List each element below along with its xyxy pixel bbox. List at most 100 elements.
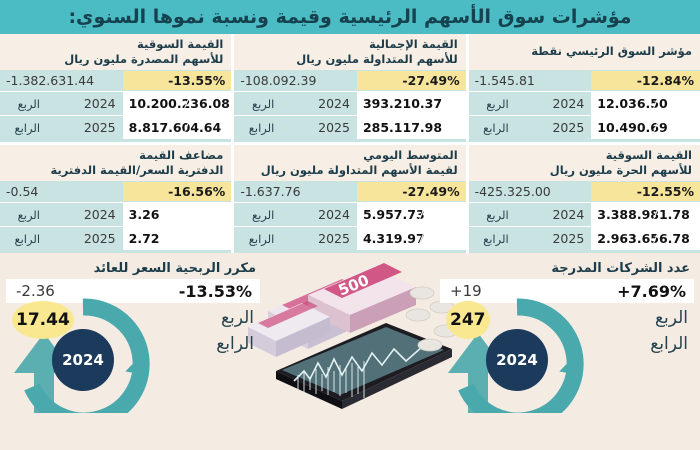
row-period: الرابع xyxy=(14,231,41,246)
card-rows: -12.84% -1.545.81 12.036.50 2024 الربع 1… xyxy=(468,70,700,142)
banknote-stack-500: 500 xyxy=(308,263,416,333)
bottom-change-percent: -13.53% xyxy=(178,281,252,301)
row-period: الرابع xyxy=(248,120,275,135)
table-row: 10.490.69 2025 الرابع xyxy=(468,115,700,139)
bottom-stat-title: عدد الشركات المدرجة xyxy=(551,261,690,276)
change-absolute: -1.382.631.44 xyxy=(6,73,95,88)
bottom-change-row: -13.53% -2.36 xyxy=(6,279,260,303)
row-year: 2024 xyxy=(318,96,350,111)
row-value: 2.72 xyxy=(122,227,232,250)
change-percent: -16.56% xyxy=(122,182,232,201)
card-rows: -13.55% -1.382.631.44 10.200.236.08 2024… xyxy=(0,70,232,142)
row-value: 4.319.97 xyxy=(356,227,466,250)
row-period: الربع xyxy=(486,96,509,111)
table-row: 2.72 2025 الرابع xyxy=(0,226,232,250)
card-title-line-1: مؤشر السوق الرئيسي نقطة xyxy=(531,44,692,59)
metric-card-free-float-market-cap: القيمة السوقية للأسهم الحرة مليون ريال -… xyxy=(468,145,700,253)
card-rows: -27.49% -1.637.76 5.957.73 2024 الربع 4.… xyxy=(234,181,466,253)
metric-card-main-index: مؤشر السوق الرئيسي نقطة -12.84% -1.545.8… xyxy=(468,34,700,142)
card-rows: -16.56% -0.54 3.26 2024 الربع 2.72 2025 … xyxy=(0,181,232,253)
value-badge: 247 xyxy=(446,301,490,339)
card-title-line-2: لقيمة الأسهم المتداولة مليون ريال xyxy=(260,162,458,177)
row-period: الرابع xyxy=(14,120,41,135)
table-row: 5.957.73 2024 الربع xyxy=(234,202,466,226)
banknotes-phone-coins-illustration: 500 xyxy=(248,263,459,409)
change-percent: -27.49% xyxy=(356,71,466,90)
table-row: 285.117.98 2025 الرابع xyxy=(234,115,466,139)
row-period: الرابع xyxy=(483,231,509,246)
banknote-stack-left xyxy=(248,301,330,357)
change-row: -27.49% -108.092.39 xyxy=(234,70,466,91)
table-row: 10.200.236.08 2024 الربع xyxy=(0,91,232,115)
row-year: 2024 xyxy=(552,96,585,111)
change-percent: -12.84% xyxy=(591,71,700,90)
card-title-line-1: القيمة السوقية xyxy=(137,37,224,52)
card-title-line-2: للأسهم المتداولة مليون ريال xyxy=(296,51,458,66)
card-title: القيمة الإجمالية للأسهم المتداولة مليون … xyxy=(234,34,466,70)
row-year: 2025 xyxy=(318,120,350,135)
table-row: 12.036.50 2024 الربع xyxy=(468,91,700,115)
table-row: 8.817.604.64 2025 الرابع xyxy=(0,115,232,139)
card-title-line-1: المتوسط اليومي xyxy=(363,148,458,163)
bottom-change-absolute: +19 xyxy=(450,282,482,300)
row-value: 10.200.236.08 xyxy=(122,92,232,115)
card-title-line-1: القيمة السوقية xyxy=(605,148,692,163)
change-row: -13.55% -1.382.631.44 xyxy=(0,70,232,91)
bottom-stat-pe-ratio: مكرر الربحية السعر للعائد -13.53% -2.36 … xyxy=(0,253,266,413)
card-title: المتوسط اليومي لقيمة الأسهم المتداولة مل… xyxy=(234,145,466,181)
row-value: 8.817.604.64 xyxy=(122,116,232,139)
metrics-grid: مؤشر السوق الرئيسي نقطة -12.84% -1.545.8… xyxy=(0,34,700,253)
row-period: الرابع xyxy=(483,120,509,135)
card-rows: -12.55% -425.325.00 3.388.981.78 2024 ال… xyxy=(468,181,700,253)
change-row: -12.55% -425.325.00 xyxy=(469,181,700,202)
change-row: -16.56% -0.54 xyxy=(0,181,232,202)
card-title-line-1: القيمة الإجمالية xyxy=(368,37,458,52)
row-value: 3.26 xyxy=(122,203,232,226)
bottom-period-line-2: الرابع xyxy=(650,334,688,355)
row-period: الربع xyxy=(17,96,41,111)
row-year: 2025 xyxy=(83,120,116,135)
bottom-panel: 500 xyxy=(0,253,700,413)
row-value: 10.490.69 xyxy=(591,116,700,139)
year-badge: 2024 xyxy=(486,329,548,391)
circular-growth-graphic: 2024 17.44 xyxy=(8,289,158,413)
value-badge: 17.44 xyxy=(12,301,74,339)
bottom-stat-listed-companies: عدد الشركات المدرجة +7.69% +19 الربع الر… xyxy=(434,253,700,413)
circular-growth-graphic: 2024 247 xyxy=(442,289,592,413)
row-year: 2024 xyxy=(83,207,116,222)
row-period: الربع xyxy=(486,207,509,222)
page-title: مؤشرات سوق الأسهم الرئيسية وقيمة ونسبة ن… xyxy=(68,6,632,28)
header-bar: مؤشرات سوق الأسهم الرئيسية وقيمة ونسبة ن… xyxy=(0,0,700,34)
change-absolute: -1.637.76 xyxy=(240,184,301,199)
bottom-period-line-1: الربع xyxy=(220,308,254,328)
row-period: الربع xyxy=(17,207,41,222)
row-period: الربع xyxy=(251,207,275,222)
row-value: 5.957.73 xyxy=(356,203,466,226)
bottom-change-percent: +7.69% xyxy=(617,281,686,301)
row-period: الرابع xyxy=(248,231,275,246)
metric-card-price-to-book: مضاعف القيمة الدفترية السعر/القيمة الدفت… xyxy=(0,145,232,253)
metric-card-daily-average-traded-value: المتوسط اليومي لقيمة الأسهم المتداولة مل… xyxy=(234,145,466,253)
change-row: -27.49% -1.637.76 xyxy=(234,181,466,202)
row-period: الربع xyxy=(251,96,275,111)
year-badge: 2024 xyxy=(52,329,114,391)
row-value: 12.036.50 xyxy=(591,92,700,115)
bottom-period-label: الربع الرابع xyxy=(650,305,688,358)
row-year: 2024 xyxy=(318,207,350,222)
bottom-period-line-1: الربع xyxy=(654,308,688,328)
card-title: مضاعف القيمة الدفترية السعر/القيمة الدفت… xyxy=(0,145,232,181)
change-row: -12.84% -1.545.81 xyxy=(469,70,700,91)
table-row: 393.210.37 2024 الربع xyxy=(234,91,466,115)
metric-card-total-traded-value: القيمة الإجمالية للأسهم المتداولة مليون … xyxy=(234,34,466,142)
row-year: 2025 xyxy=(552,120,585,135)
change-absolute: -1.545.81 xyxy=(474,73,535,88)
bottom-stat-title: مكرر الربحية السعر للعائد xyxy=(93,261,256,276)
card-title-line-2: للأسهم المصدرة مليون ريال xyxy=(64,51,224,66)
card-title: مؤشر السوق الرئيسي نقطة xyxy=(468,34,700,70)
metric-card-market-cap-issued: القيمة السوقية للأسهم المصدرة مليون ريال… xyxy=(0,34,232,142)
change-percent: -27.49% xyxy=(356,182,466,201)
row-year: 2025 xyxy=(318,231,350,246)
table-row: 3.388.981.78 2024 الربع xyxy=(468,202,700,226)
change-percent: -13.55% xyxy=(122,71,232,90)
